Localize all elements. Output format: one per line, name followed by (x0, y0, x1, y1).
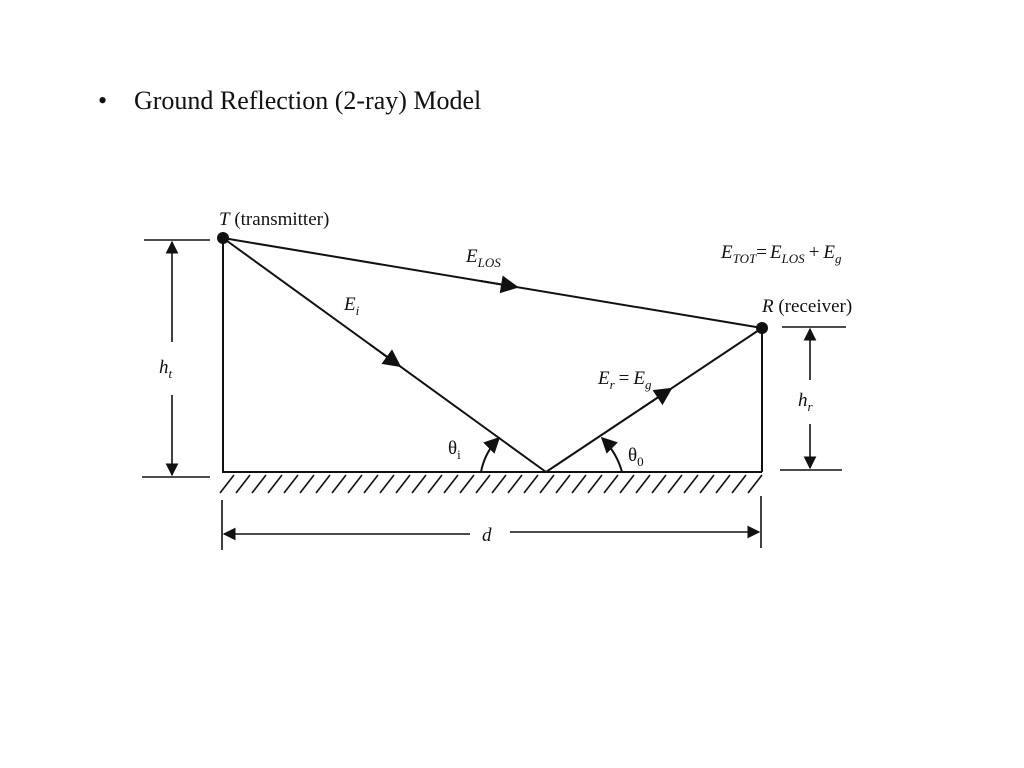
ground-hatch-mark (555, 474, 571, 494)
ground-hatch-mark (683, 474, 699, 494)
ground-hatch-mark (491, 474, 507, 494)
ground-hatch-mark (443, 474, 459, 494)
ground-hatch-mark (283, 474, 299, 494)
ground-hatch-mark (731, 474, 747, 494)
reflected-ray-arrow (639, 387, 673, 411)
ground-hatch-mark (651, 474, 667, 494)
ground-hatch-mark (379, 474, 395, 494)
transmitter-label: T (transmitter) (219, 209, 329, 230)
ground-hatch-mark (603, 474, 619, 494)
receiver-point (756, 322, 768, 334)
ground-hatch-mark (251, 474, 267, 494)
ground-hatch-mark (315, 474, 331, 494)
reflection-angle-arc (600, 436, 623, 473)
transmitter-point (217, 232, 229, 244)
receiver-label: R (receiver) (761, 296, 852, 317)
ground-hatch-mark (619, 474, 635, 494)
total-field-label: ETOT= ELOS + Eg (720, 242, 842, 266)
reflection-angle-label: θ0 (628, 445, 644, 469)
title-bullet: • (98, 86, 108, 115)
transmitter-height-label: ht (159, 357, 173, 381)
ground-hatch-mark (523, 474, 539, 494)
ground-hatch-mark (395, 474, 411, 494)
ground-hatch-mark (235, 474, 251, 494)
ground-hatch-mark (267, 474, 283, 494)
ground-hatch-mark (219, 474, 235, 494)
ground-hatch-mark (507, 474, 523, 494)
ground-hatch-mark (411, 474, 427, 494)
incident-ray-label: Ei (343, 294, 360, 318)
incidence-angle-label: θi (448, 438, 461, 462)
ground-hatch-mark (299, 474, 315, 494)
slide-title: Ground Reflection (2-ray) Model (134, 86, 482, 115)
ground-hatch-mark (747, 474, 763, 494)
ground-hatch-mark (363, 474, 379, 494)
ground-hatch-mark (667, 474, 683, 494)
los-ray-label: ELOS (465, 246, 501, 270)
incident-ray-arrow (369, 343, 402, 368)
receiver-height-label: hr (798, 390, 814, 414)
ground-hatch-mark (699, 474, 715, 494)
ground-hatch-mark (331, 474, 347, 494)
ground-hatch-mark (587, 474, 603, 494)
ground-hatch-mark (475, 474, 491, 494)
distance-label: d (482, 525, 492, 546)
ground-hatch-mark (635, 474, 651, 494)
ground-hatch-mark (539, 474, 555, 494)
ground-hatching (219, 474, 763, 494)
ground-hatch-mark (571, 474, 587, 494)
los-ray-arrow (479, 275, 519, 294)
ground-hatch-mark (459, 474, 475, 494)
ground-hatch-mark (347, 474, 363, 494)
ground-hatch-mark (427, 474, 443, 494)
ground-hatch-mark (715, 474, 731, 494)
incidence-angle-arc (480, 436, 501, 473)
reflected-ray-label: Er = Eg (597, 368, 652, 392)
